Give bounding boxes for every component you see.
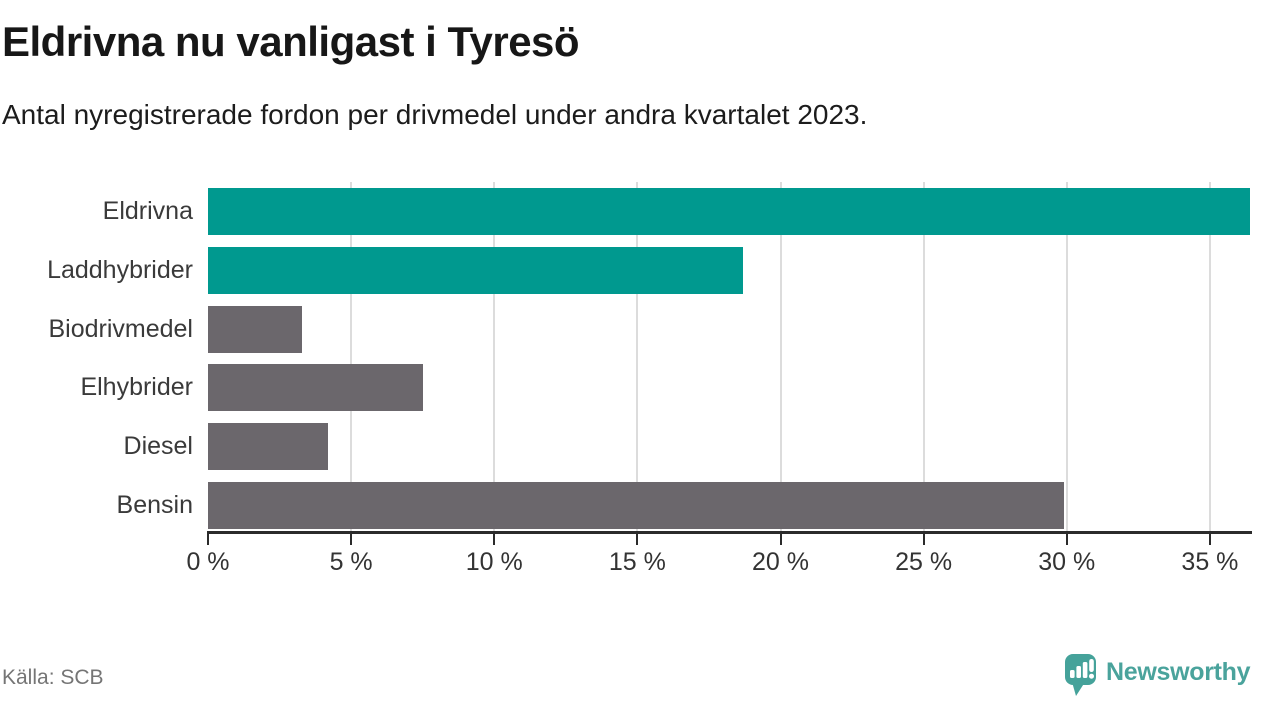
category-label: Diesel: [123, 432, 193, 461]
category-label: Elhybrider: [80, 373, 193, 402]
x-axis-tick: [350, 531, 353, 545]
x-axis-tick-label: 15 %: [608, 548, 666, 576]
bar-chart: Eldrivna Laddhybrider Biodrivmedel Elhybrid…: [0, 182, 1280, 582]
bar-elhybrider: [208, 364, 423, 412]
x-axis-tick: [493, 531, 496, 545]
x-axis-tick: [1208, 531, 1211, 545]
x-axis-tick-label: 20 %: [752, 548, 809, 576]
category-label: Bensin: [116, 491, 193, 519]
source-note: Källa: SCB: [2, 666, 104, 689]
gridline: [350, 182, 353, 531]
x-axis-tick: [636, 531, 639, 545]
page-title: Eldrivna nu vanligast i Tyresö: [2, 18, 580, 65]
x-axis-tick-label: 25 %: [895, 548, 953, 576]
page-subtitle: Antal nyregistrerade fordon per drivmede…: [2, 99, 868, 130]
x-axis-tick-label: 35 %: [1181, 548, 1239, 576]
gridline: [1065, 182, 1068, 531]
bar-laddhybrider: [208, 246, 744, 294]
bar-eldrivna: [208, 188, 1250, 235]
category-label: Laddhybrider: [47, 255, 193, 284]
newsworthy-wordmark: Newsworthy: [1106, 658, 1251, 686]
x-axis-tick-label: 0 %: [186, 548, 230, 576]
newsworthy-logo-icon: [1065, 654, 1096, 696]
x-axis-line: [208, 531, 1252, 534]
x-axis-tick: [779, 531, 782, 545]
bar-bensin: [208, 482, 1064, 529]
bar-biodrivmedel: [208, 305, 303, 353]
category-label: Eldrivna: [102, 197, 193, 225]
x-axis-tick: [922, 531, 925, 545]
x-axis-tick: [207, 531, 209, 545]
gridline: [636, 182, 639, 531]
x-axis-tick-label: 10 %: [465, 548, 523, 576]
gridline: [922, 182, 925, 531]
x-axis-tick-label: 30 %: [1038, 548, 1096, 576]
gridline: [1208, 182, 1211, 531]
newsworthy-brand: Newsworthy: [1064, 651, 1274, 701]
x-axis-tick-label: 5 %: [329, 548, 373, 576]
x-axis-tick: [1065, 531, 1068, 545]
gridline: [493, 182, 496, 531]
bar-diesel: [208, 423, 329, 471]
category-label: Biodrivmedel: [48, 314, 193, 343]
gridline: [779, 182, 782, 531]
